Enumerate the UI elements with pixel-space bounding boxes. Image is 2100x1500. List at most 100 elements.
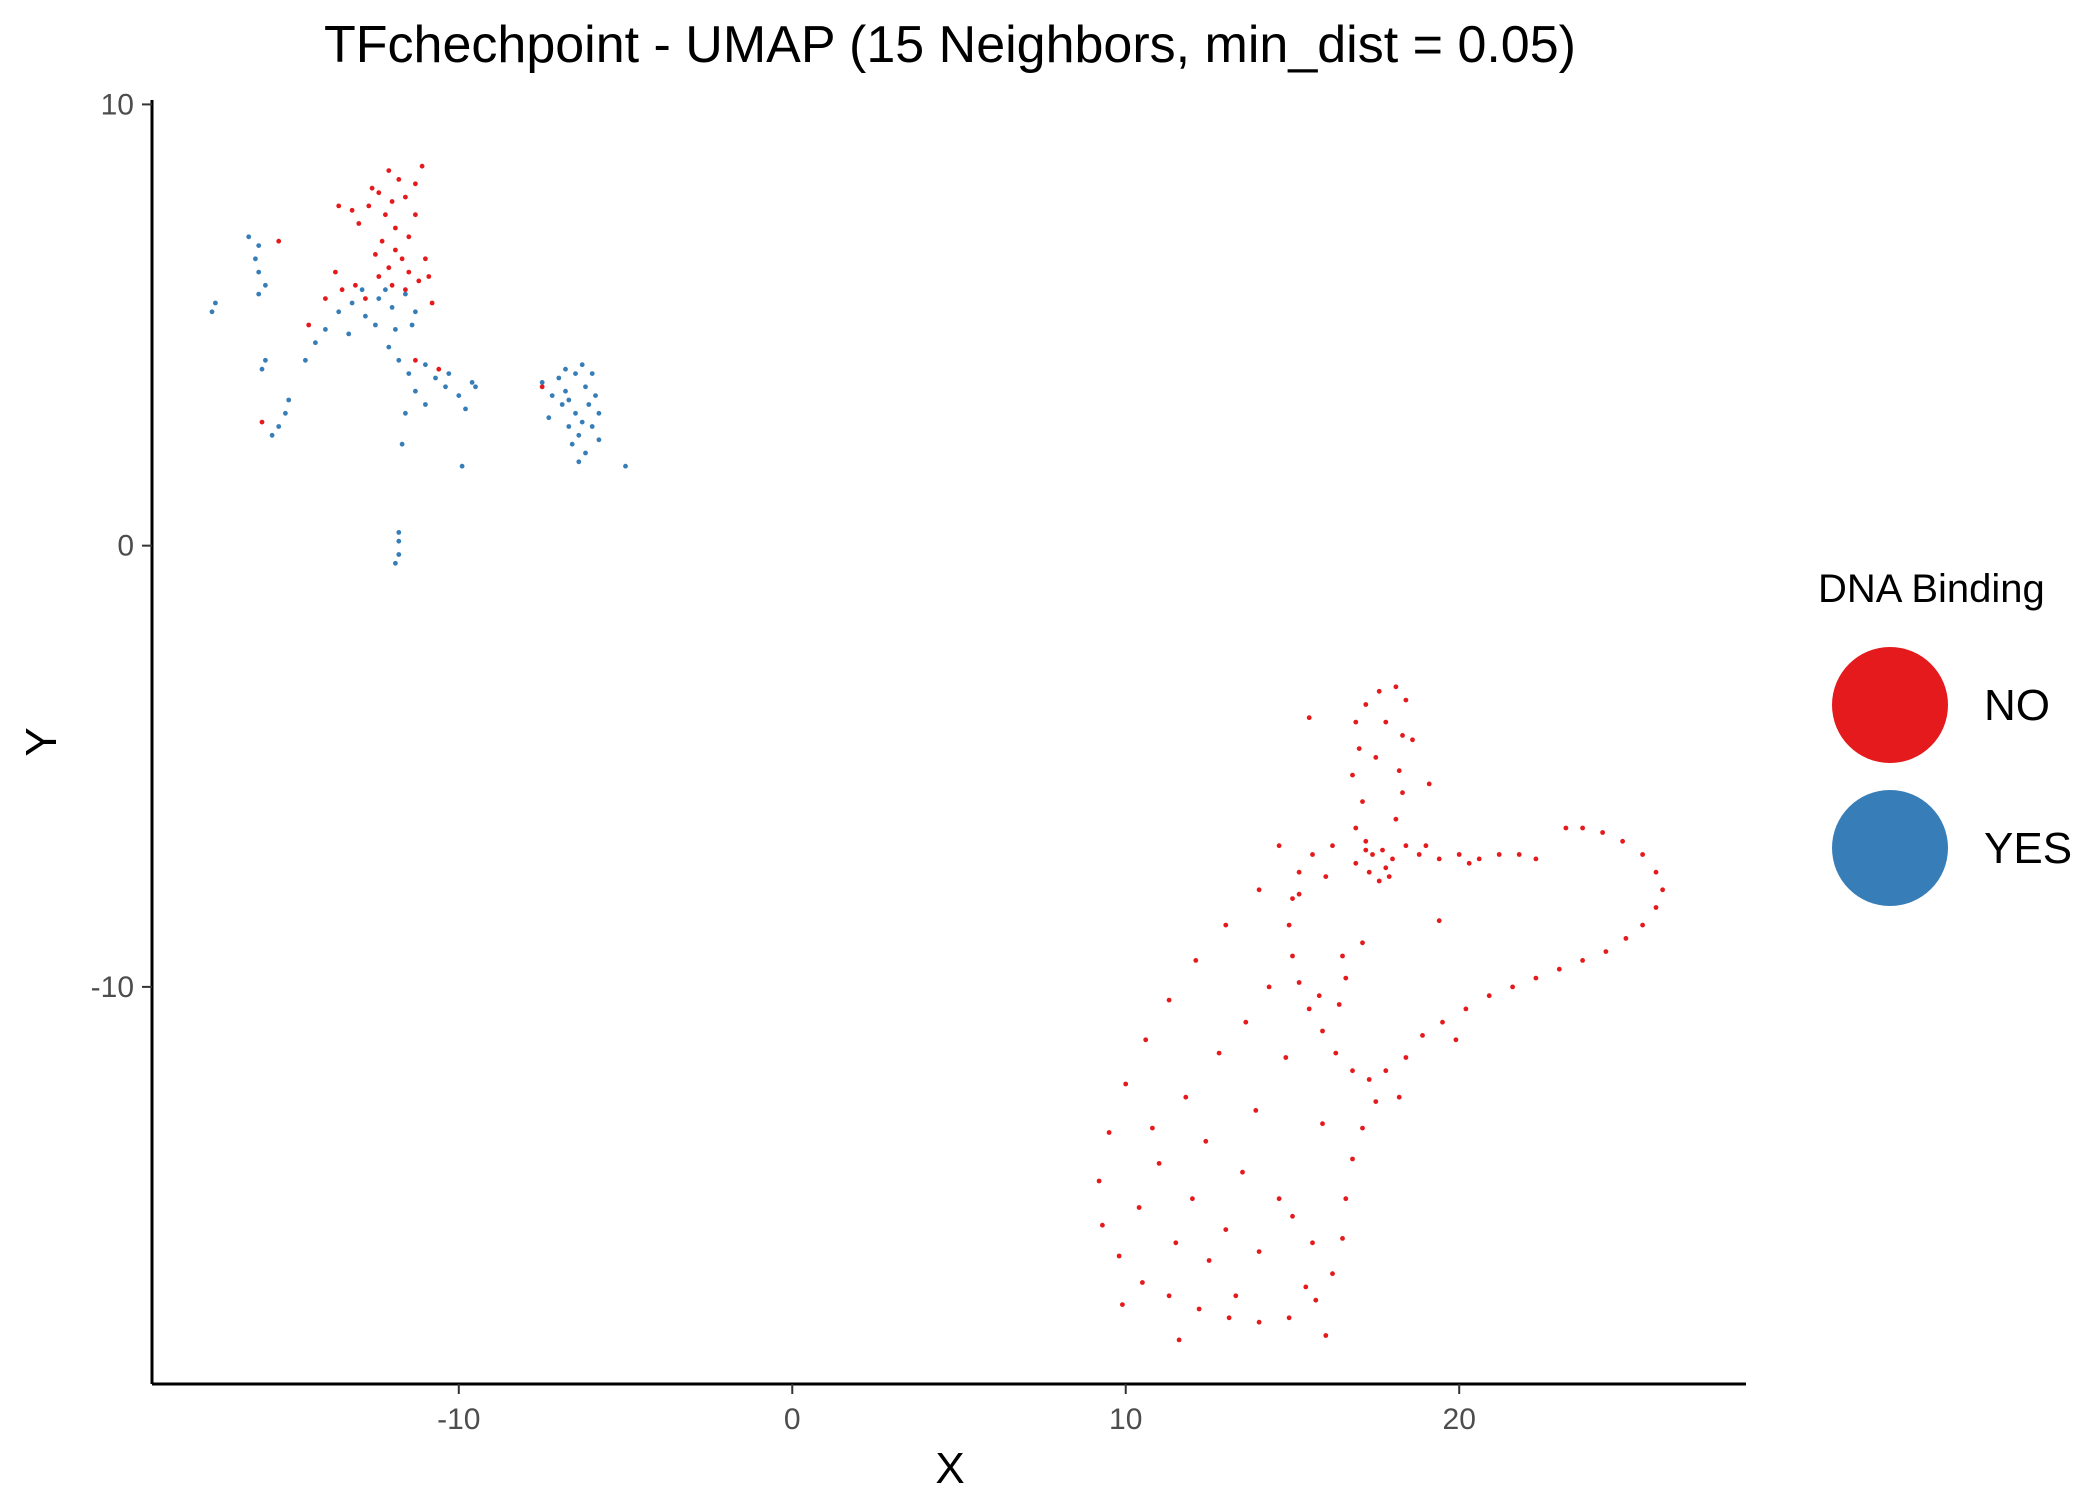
- data-point: [356, 221, 362, 226]
- data-point: [1176, 1337, 1182, 1343]
- data-point: [409, 322, 415, 328]
- data-point: [1640, 852, 1645, 857]
- data-point: [389, 199, 395, 204]
- data-point: [1123, 1081, 1129, 1087]
- data-point: [1416, 852, 1422, 857]
- data-point: [1396, 1094, 1402, 1100]
- data-point: [336, 203, 342, 209]
- data-point: [403, 291, 408, 297]
- data-point: [1343, 975, 1349, 981]
- data-point: [576, 459, 582, 465]
- data-point: [586, 402, 592, 407]
- data-point: [1343, 1196, 1349, 1202]
- data-point: [1390, 856, 1395, 862]
- data-point: [1323, 1333, 1329, 1338]
- data-point: [1320, 1028, 1325, 1034]
- legend-swatch-yes: [1832, 790, 1948, 906]
- y-tick-label: 0: [117, 530, 134, 563]
- data-point: [276, 424, 282, 429]
- data-point: [583, 450, 588, 456]
- data-point: [1393, 816, 1399, 822]
- data-point: [253, 256, 258, 262]
- data-point: [1340, 953, 1345, 959]
- data-point: [1603, 949, 1609, 954]
- data-point: [366, 203, 372, 209]
- data-point: [1476, 856, 1482, 862]
- data-point: [209, 309, 215, 315]
- data-point: [1240, 1169, 1245, 1175]
- data-point: [399, 441, 405, 447]
- data-point: [1366, 869, 1372, 875]
- data-point: [1313, 1297, 1319, 1303]
- data-point: [376, 274, 382, 279]
- data-point: [456, 393, 462, 398]
- data-point: [1330, 1271, 1335, 1277]
- data-point: [1143, 1037, 1149, 1043]
- data-point: [1516, 852, 1522, 857]
- data-point: [1620, 838, 1625, 844]
- data-point: [283, 410, 288, 416]
- data-point: [1400, 790, 1405, 796]
- data-point: [1556, 966, 1562, 972]
- data-point: [436, 366, 442, 372]
- data-point: [1373, 1099, 1379, 1104]
- data-point: [1600, 830, 1605, 835]
- data-point: [1376, 688, 1382, 694]
- data-point: [393, 327, 398, 332]
- data-point: [1360, 940, 1365, 946]
- data-point: [376, 296, 382, 301]
- data-point: [1350, 1156, 1355, 1162]
- data-point: [396, 357, 402, 363]
- data-point: [373, 252, 378, 257]
- data-point: [1096, 1178, 1102, 1184]
- data-point: [303, 357, 308, 363]
- data-point: [336, 309, 342, 315]
- data-point: [1276, 843, 1282, 849]
- y-tick-label: 10: [101, 88, 134, 121]
- data-point: [363, 313, 368, 319]
- data-point: [1283, 1055, 1289, 1060]
- data-point: [1296, 980, 1302, 985]
- data-point: [276, 238, 282, 244]
- data-point: [1436, 918, 1442, 924]
- data-point: [1216, 1050, 1222, 1056]
- data-point: [1330, 843, 1335, 849]
- data-point: [1653, 905, 1659, 910]
- data-point: [1373, 755, 1379, 760]
- data-point: [396, 177, 402, 182]
- data-point: [1510, 984, 1515, 990]
- x-tick-label: 10: [1109, 1403, 1142, 1436]
- data-point: [1336, 1002, 1342, 1007]
- data-point: [379, 238, 385, 244]
- data-point: [416, 278, 422, 284]
- data-point: [1496, 852, 1502, 857]
- data-point: [359, 287, 365, 293]
- legend-title: DNA Binding: [1818, 567, 2045, 611]
- data-point: [263, 282, 268, 288]
- data-point: [1396, 768, 1402, 774]
- data-point: [1286, 1315, 1292, 1321]
- data-point: [383, 287, 388, 293]
- legend-label-no: NO: [1984, 681, 2050, 730]
- x-tick-label: 20: [1443, 1403, 1476, 1436]
- data-point: [1290, 896, 1295, 901]
- data-point: [1350, 772, 1355, 778]
- data-point: [213, 300, 218, 306]
- data-point: [459, 463, 465, 469]
- plot-area: -10 0 10 20 10 0 -10: [91, 88, 1746, 1436]
- data-point: [1223, 1227, 1229, 1232]
- data-point: [1316, 993, 1322, 999]
- data-point: [1383, 719, 1389, 725]
- legend: DNA Binding NO YES: [1818, 567, 2072, 906]
- data-point: [1116, 1253, 1122, 1259]
- data-point: [1423, 843, 1429, 849]
- data-point: [349, 300, 355, 306]
- data-point: [1393, 684, 1399, 690]
- data-point: [1353, 860, 1359, 866]
- data-point: [349, 207, 355, 213]
- data-point: [1456, 852, 1462, 857]
- data-point: [1453, 1037, 1459, 1043]
- data-point: [1653, 869, 1659, 875]
- data-point: [443, 384, 448, 390]
- data-point: [1183, 1094, 1189, 1100]
